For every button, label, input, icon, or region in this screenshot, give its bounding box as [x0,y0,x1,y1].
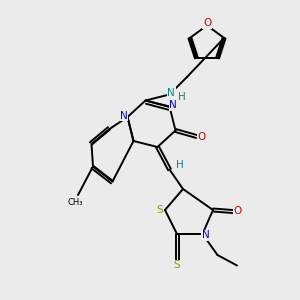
Text: O: O [198,131,206,142]
Text: N: N [120,110,128,121]
Text: H: H [178,92,186,102]
Text: N: N [202,230,209,241]
Text: S: S [156,205,163,215]
Text: S: S [174,260,180,271]
Text: O: O [203,18,211,28]
Text: H: H [176,160,184,170]
Text: O: O [234,206,242,217]
Text: N: N [167,88,175,98]
Text: CH₃: CH₃ [67,198,83,207]
Text: N: N [169,100,177,110]
